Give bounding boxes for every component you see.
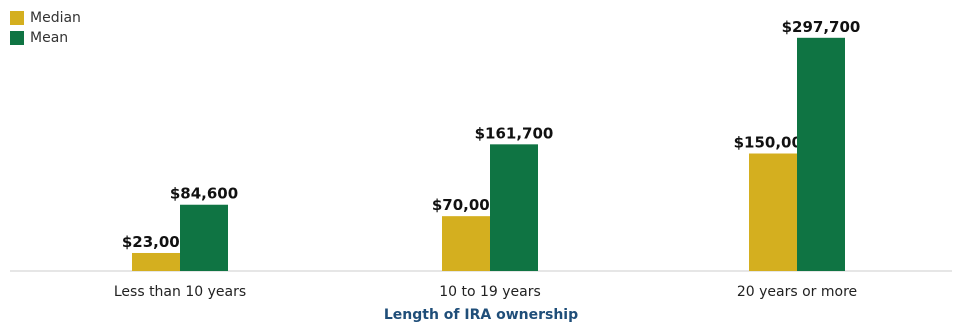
bar-median-2	[442, 216, 490, 271]
x-tick-label-3: 20 years or more	[737, 284, 857, 300]
legend-label-mean: Mean	[30, 30, 69, 46]
x-tick-label-2: 10 to 19 years	[439, 284, 541, 300]
x-axis-title: Length of IRA ownership	[383, 307, 579, 323]
legend-item-mean: Mean	[10, 29, 81, 47]
x-tick-label-1: Less than 10 years	[114, 284, 246, 300]
legend: Median Mean	[10, 9, 81, 49]
bar-mean-2	[490, 144, 538, 271]
bar-mean-3	[797, 37, 845, 271]
legend-item-median: Median	[10, 9, 81, 27]
data-label-median-1: $23,000	[122, 233, 190, 251]
bar-mean-1	[180, 204, 228, 271]
legend-swatch-mean	[10, 31, 24, 45]
data-label-mean-2: $161,700	[475, 124, 554, 142]
bar-median-1	[132, 252, 180, 271]
data-label-mean-1: $84,600	[170, 185, 238, 203]
data-label-median-2: $70,000	[432, 196, 500, 214]
data-label-mean-3: $297,700	[782, 18, 861, 36]
legend-label-median: Median	[30, 10, 81, 26]
data-label-median-3: $150,000	[734, 134, 813, 152]
legend-swatch-median	[10, 11, 24, 25]
bar-median-3	[749, 153, 797, 271]
